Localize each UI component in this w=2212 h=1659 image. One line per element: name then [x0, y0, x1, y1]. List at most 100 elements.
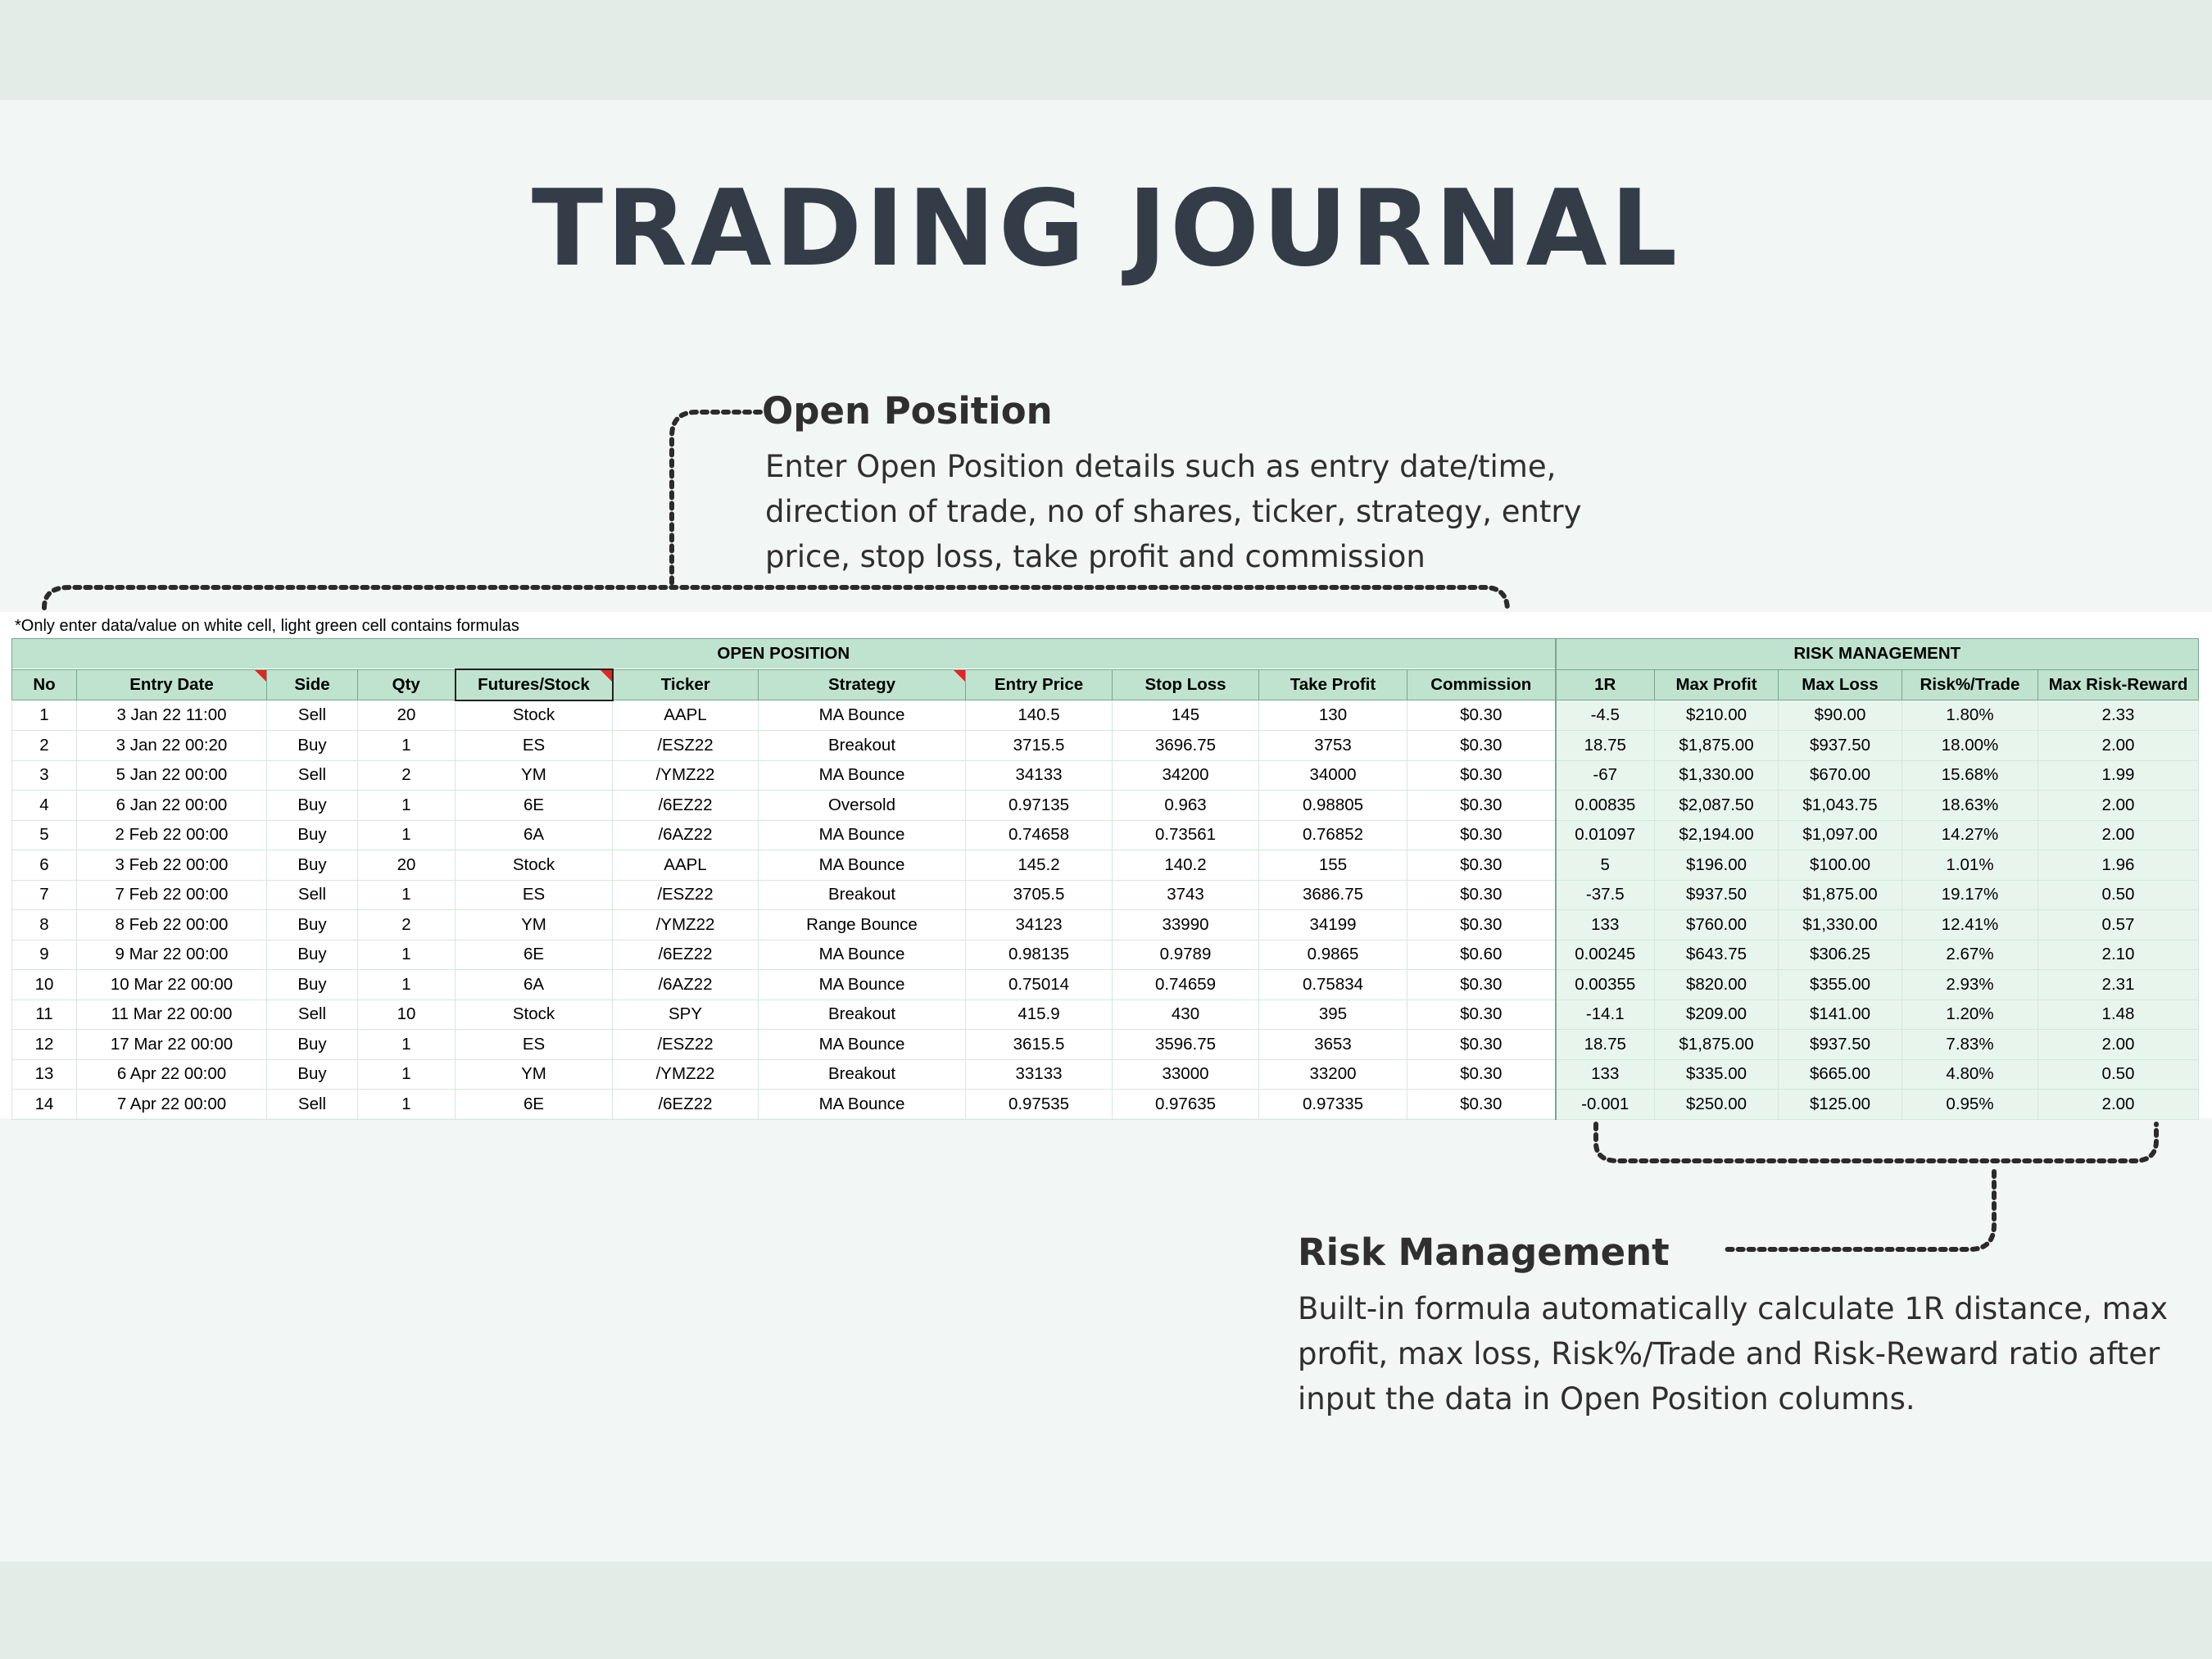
cell-qty[interactable]: 2 [357, 759, 456, 791]
cell-commission[interactable]: $0.30 [1407, 850, 1556, 881]
cell-take-profit[interactable]: 34000 [1258, 759, 1407, 791]
cell-side[interactable]: Buy [266, 909, 358, 941]
cell-stop-loss[interactable]: 140.2 [1112, 850, 1259, 881]
cell-stop-loss[interactable]: 430 [1112, 999, 1259, 1030]
cell-take-profit[interactable]: 155 [1258, 850, 1407, 881]
cell-no[interactable]: 14 [11, 1089, 77, 1120]
cell-max-loss[interactable]: $670.00 [1778, 759, 1902, 791]
cell-side[interactable]: Sell [266, 1089, 358, 1120]
cell-entry-date[interactable]: 3 Jan 22 00:20 [76, 730, 267, 761]
col-header-side[interactable]: Side [266, 669, 358, 700]
cell-entry-date[interactable]: 7 Apr 22 00:00 [76, 1089, 267, 1120]
cell-side[interactable]: Sell [266, 879, 358, 910]
cell-strategy[interactable]: MA Bounce [758, 850, 966, 881]
cell-1r[interactable]: -67 [1554, 759, 1655, 791]
cell-max-loss[interactable]: $125.00 [1778, 1089, 1902, 1120]
cell-max-loss[interactable]: $1,330.00 [1778, 909, 1902, 941]
cell-ticker[interactable]: /ESZ22 [612, 879, 759, 910]
cell-max-profit[interactable]: $209.00 [1654, 999, 1779, 1030]
cell-strategy[interactable]: Breakout [758, 879, 966, 910]
cell-strategy[interactable]: MA Bounce [758, 1089, 966, 1120]
cell-entry-price[interactable]: 0.97135 [965, 790, 1113, 821]
cell-max-loss[interactable]: $100.00 [1778, 850, 1902, 881]
cell-entry-date[interactable]: 11 Mar 22 00:00 [76, 999, 267, 1030]
cell-risk-per-trade[interactable]: 2.93% [1902, 969, 2038, 1000]
cell-max-loss[interactable]: $355.00 [1778, 969, 1902, 1000]
cell-entry-price[interactable]: 140.5 [965, 700, 1113, 731]
cell-entry-price[interactable]: 3615.5 [965, 1029, 1113, 1060]
cell-no[interactable]: 7 [11, 879, 77, 910]
cell-stop-loss[interactable]: 0.97635 [1112, 1089, 1259, 1120]
cell-take-profit[interactable]: 0.98805 [1258, 790, 1407, 821]
cell-stop-loss[interactable]: 0.963 [1112, 790, 1259, 821]
cell-take-profit[interactable]: 3653 [1258, 1029, 1407, 1060]
col-header-ticker[interactable]: Ticker [612, 669, 759, 700]
cell-qty[interactable]: 1 [357, 730, 456, 761]
cell-side[interactable]: Buy [266, 939, 358, 970]
cell-1r[interactable]: -14.1 [1554, 999, 1655, 1030]
cell-entry-price[interactable]: 0.97535 [965, 1089, 1113, 1120]
cell-ticker[interactable]: /6EZ22 [612, 790, 759, 821]
cell-side[interactable]: Sell [266, 759, 358, 791]
cell-max-risk-reward[interactable]: 0.50 [2037, 1058, 2199, 1090]
cell-take-profit[interactable]: 0.9865 [1258, 939, 1407, 970]
cell-futures-stock[interactable]: YM [455, 909, 613, 941]
cell-entry-date[interactable]: 10 Mar 22 00:00 [76, 969, 267, 1000]
col-header-entry-date[interactable]: Entry Date [76, 669, 267, 700]
cell-risk-per-trade[interactable]: 15.68% [1902, 759, 2038, 791]
cell-commission[interactable]: $0.30 [1407, 999, 1556, 1030]
cell-ticker[interactable]: /YMZ22 [612, 909, 759, 941]
cell-strategy[interactable]: MA Bounce [758, 819, 966, 850]
cell-max-risk-reward[interactable]: 2.00 [2037, 819, 2199, 850]
cell-entry-date[interactable]: 5 Jan 22 00:00 [76, 759, 267, 791]
cell-stop-loss[interactable]: 145 [1112, 700, 1259, 731]
cell-take-profit[interactable]: 130 [1258, 700, 1407, 731]
cell-futures-stock[interactable]: Stock [455, 850, 613, 881]
cell-take-profit[interactable]: 34199 [1258, 909, 1407, 941]
cell-strategy[interactable]: MA Bounce [758, 969, 966, 1000]
cell-strategy[interactable]: MA Bounce [758, 700, 966, 731]
cell-max-risk-reward[interactable]: 2.33 [2037, 700, 2199, 731]
cell-take-profit[interactable]: 395 [1258, 999, 1407, 1030]
cell-commission[interactable]: $0.60 [1407, 939, 1556, 970]
cell-1r[interactable]: 0.00355 [1554, 969, 1655, 1000]
cell-futures-stock[interactable]: Stock [455, 700, 613, 731]
cell-entry-price[interactable]: 0.74658 [965, 819, 1113, 850]
cell-entry-date[interactable]: 3 Jan 22 11:00 [76, 700, 267, 731]
cell-entry-date[interactable]: 6 Jan 22 00:00 [76, 790, 267, 821]
col-header-max-profit[interactable]: Max Profit [1654, 669, 1779, 700]
cell-max-risk-reward[interactable]: 2.00 [2037, 790, 2199, 821]
cell-1r[interactable]: -4.5 [1554, 700, 1655, 731]
cell-no[interactable]: 5 [11, 819, 77, 850]
col-header-max-risk-reward[interactable]: Max Risk-Reward [2037, 669, 2199, 700]
cell-risk-per-trade[interactable]: 18.63% [1902, 790, 2038, 821]
cell-commission[interactable]: $0.30 [1407, 879, 1556, 910]
cell-max-risk-reward[interactable]: 2.00 [2037, 1089, 2199, 1120]
cell-1r[interactable]: -0.001 [1554, 1089, 1655, 1120]
cell-max-profit[interactable]: $1,330.00 [1654, 759, 1779, 791]
cell-1r[interactable]: 133 [1554, 909, 1655, 941]
cell-commission[interactable]: $0.30 [1407, 1089, 1556, 1120]
cell-entry-price[interactable]: 0.75014 [965, 969, 1113, 1000]
cell-max-risk-reward[interactable]: 1.48 [2037, 999, 2199, 1030]
cell-1r[interactable]: 133 [1554, 1058, 1655, 1090]
cell-side[interactable]: Buy [266, 1058, 358, 1090]
cell-qty[interactable]: 20 [357, 850, 456, 881]
cell-side[interactable]: Buy [266, 1029, 358, 1060]
cell-side[interactable]: Buy [266, 730, 358, 761]
cell-qty[interactable]: 1 [357, 1029, 456, 1060]
cell-no[interactable]: 4 [11, 790, 77, 821]
cell-entry-date[interactable]: 7 Feb 22 00:00 [76, 879, 267, 910]
cell-max-profit[interactable]: $250.00 [1654, 1089, 1779, 1120]
cell-futures-stock[interactable]: 6E [455, 939, 613, 970]
col-header-qty[interactable]: Qty [357, 669, 456, 700]
cell-max-profit[interactable]: $937.50 [1654, 879, 1779, 910]
cell-commission[interactable]: $0.30 [1407, 730, 1556, 761]
col-header-max-loss[interactable]: Max Loss [1778, 669, 1902, 700]
col-header-no[interactable]: No [11, 669, 77, 700]
cell-max-profit[interactable]: $2,087.50 [1654, 790, 1779, 821]
cell-max-risk-reward[interactable]: 1.96 [2037, 850, 2199, 881]
cell-entry-date[interactable]: 6 Apr 22 00:00 [76, 1058, 267, 1090]
cell-take-profit[interactable]: 33200 [1258, 1058, 1407, 1090]
cell-max-risk-reward[interactable]: 2.10 [2037, 939, 2199, 970]
